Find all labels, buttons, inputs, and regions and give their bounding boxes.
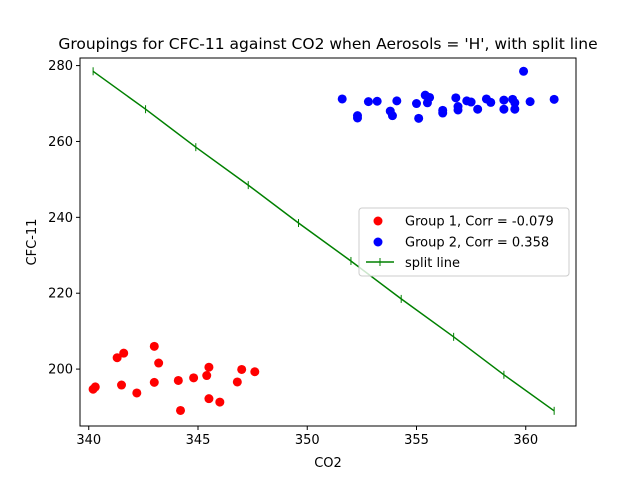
group-2-point-15 xyxy=(451,93,461,103)
group-2-point-17 xyxy=(453,105,463,115)
group-1-point-12 xyxy=(202,371,212,381)
group-2-point-4 xyxy=(372,96,382,106)
group-2-point-7 xyxy=(392,96,402,106)
group-1-point-3 xyxy=(117,380,127,390)
group-2-point-19 xyxy=(466,97,476,107)
legend-marker-group-1 xyxy=(373,216,383,226)
group-2-point-8 xyxy=(411,99,421,109)
legend-label-split-line: split line xyxy=(405,256,460,271)
group-2-point-26 xyxy=(510,98,520,108)
group-2-point-24 xyxy=(499,104,509,114)
group-1-point-10 xyxy=(176,405,186,415)
group-2-point-14 xyxy=(438,105,448,115)
y-tick-label-240: 240 xyxy=(48,211,73,226)
plot-frame xyxy=(79,57,577,427)
group-2-point-2 xyxy=(352,111,362,121)
legend-label-group-1: Group 1, Corr = -0.079 xyxy=(405,215,554,230)
group-2-point-0 xyxy=(337,94,347,104)
group-1-point-2 xyxy=(112,353,122,363)
y-tick-label-200: 200 xyxy=(48,363,73,378)
group-2-point-22 xyxy=(486,97,496,107)
y-tick-label-260: 260 xyxy=(48,135,73,150)
y-tick-label-220: 220 xyxy=(48,287,73,302)
x-tick-label-340: 340 xyxy=(76,433,101,448)
x-axis-title: CO2 xyxy=(314,456,342,471)
group-1-point-5 xyxy=(132,388,142,398)
x-tick-label-350: 350 xyxy=(295,433,320,448)
chart-title: Groupings for CFC-11 against CO2 when Ae… xyxy=(58,35,597,53)
group-2-point-3 xyxy=(363,97,373,107)
group-1-point-11 xyxy=(189,373,199,383)
group-2-point-28 xyxy=(519,66,529,76)
split-line xyxy=(92,70,555,412)
legend: Group 1, Corr = -0.079 Group 2, Corr = 0… xyxy=(358,207,570,277)
group-1-point-16 xyxy=(232,377,242,387)
group-2-point-27 xyxy=(510,104,520,114)
group-1-point-18 xyxy=(250,367,260,377)
group-2-point-29 xyxy=(525,97,535,107)
legend-frame xyxy=(358,207,570,277)
y-axis-title: CFC-11 xyxy=(25,219,40,266)
group-1-point-7 xyxy=(149,377,159,387)
group-2-point-12 xyxy=(425,92,435,102)
group-2-point-20 xyxy=(473,104,483,114)
x-tick-label-360: 360 xyxy=(513,433,538,448)
group-2-point-9 xyxy=(414,113,424,123)
group-1-point-4 xyxy=(119,348,129,358)
group-1-point-15 xyxy=(215,397,225,407)
group-1-point-13 xyxy=(204,362,214,372)
group-1-point-17 xyxy=(237,364,247,374)
group-2-point-6 xyxy=(387,111,397,121)
group-1-point-6 xyxy=(149,341,159,351)
x-tick-label-345: 345 xyxy=(186,433,211,448)
legend-marker-group-2 xyxy=(373,237,383,247)
group-2-point-30 xyxy=(549,94,559,104)
legend-label-group-2: Group 2, Corr = 0.358 xyxy=(405,236,549,251)
x-tick-label-355: 355 xyxy=(404,433,429,448)
group-1-point-1 xyxy=(90,382,100,392)
group-1-point-9 xyxy=(173,375,183,385)
plot-area: 340 345 350 355 360 200 220 240 260 280 xyxy=(48,57,577,448)
group-1-point-8 xyxy=(154,358,164,368)
y-tick-label-280: 280 xyxy=(48,59,73,74)
group-2-point-23 xyxy=(499,95,509,105)
group-1-point-14 xyxy=(204,394,214,404)
